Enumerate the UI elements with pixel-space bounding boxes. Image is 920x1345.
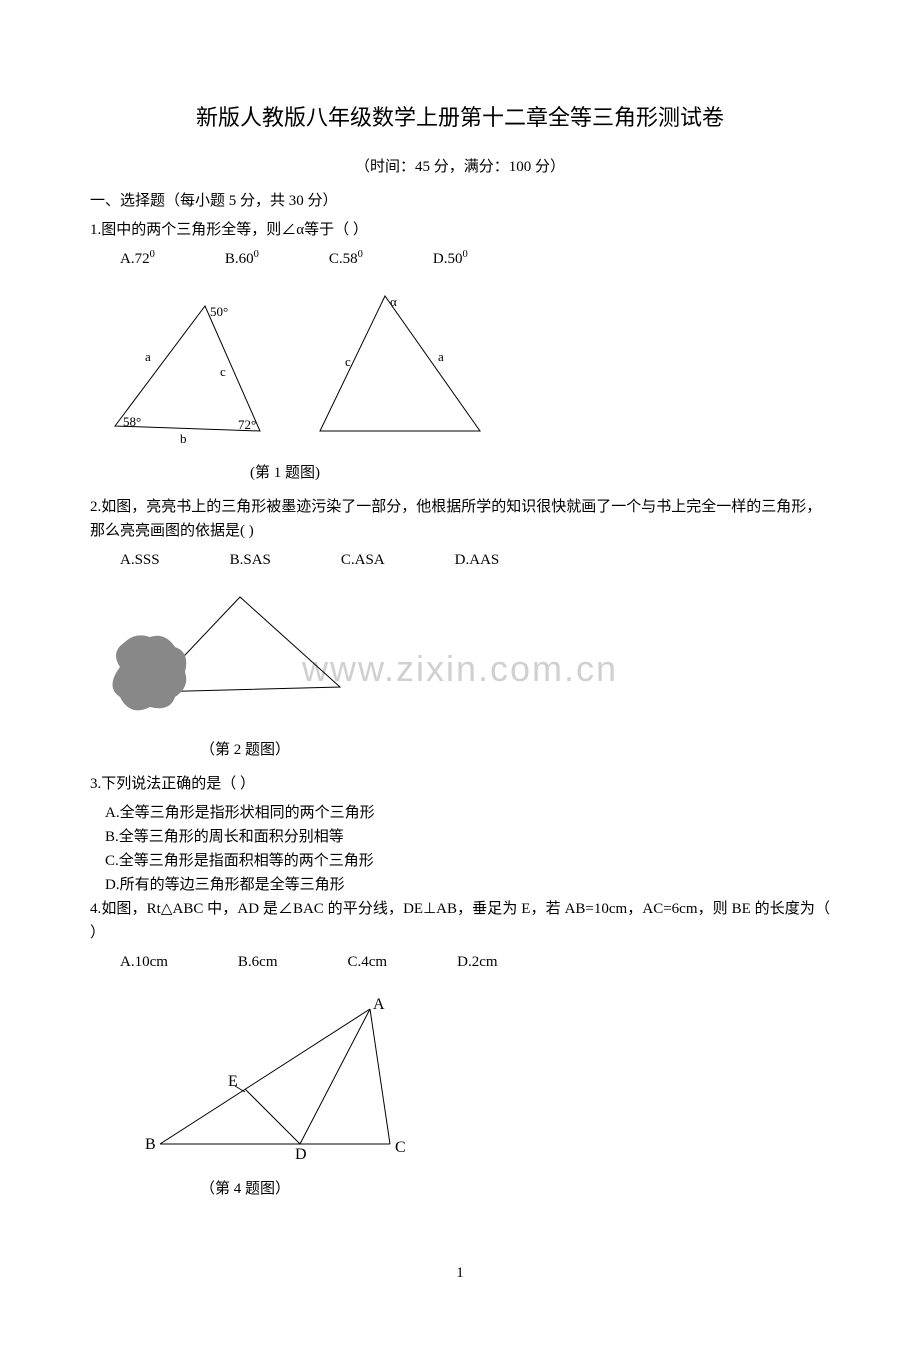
question-1-options: A.720 B.600 C.580 D.500 (90, 247, 830, 271)
svg-text:α: α (390, 294, 397, 309)
svg-text:A: A (373, 996, 385, 1013)
q3-options: A.全等三角形是指形状相同的两个三角形 B.全等三角形的周长和面积分别相等 C.… (90, 801, 830, 897)
q4-opt-c: C.4cm (348, 950, 388, 974)
subtitle: （时间：45 分，满分：100 分） (90, 155, 830, 179)
svg-text:a: a (438, 349, 444, 364)
q3-opt-c: C.全等三角形是指面积相等的两个三角形 (105, 849, 830, 873)
q3-opt-d: D.所有的等边三角形都是全等三角形 (105, 873, 830, 897)
q1-opt-d: D.500 (433, 247, 468, 271)
q2-opt-a: A.SSS (120, 548, 160, 572)
q1-opt-a: A.720 (120, 247, 155, 271)
question-3-text: 3.下列说法正确的是（ ） (90, 772, 830, 796)
q1-caption: (第 1 题图) (90, 461, 830, 485)
q1-triangle-2: α c a (310, 281, 510, 451)
q2-figure (90, 582, 830, 740)
svg-text:C: C (395, 1139, 406, 1156)
q4-opt-a: A.10cm (120, 950, 168, 974)
question-4-text: 4.如图，Rt△ABC 中，AD 是∠BAC 的平分线，DE⊥AB，垂足为 E，… (90, 897, 830, 945)
question-1-text: 1.图中的两个三角形全等，则∠α等于（ ） (90, 218, 830, 242)
svg-text:58°: 58° (123, 414, 141, 429)
svg-text:E: E (228, 1073, 238, 1090)
q4-figure: A B C D E (90, 984, 830, 1172)
svg-text:72°: 72° (238, 417, 256, 432)
svg-text:a: a (145, 349, 151, 364)
q4-opt-b: B.6cm (238, 950, 278, 974)
q1-figure: 50° 58° 72° a c b α c a (90, 281, 830, 451)
svg-text:50°: 50° (210, 304, 228, 319)
question-4-options: A.10cm B.6cm C.4cm D.2cm (90, 950, 830, 974)
page-title: 新版人教版八年级数学上册第十二章全等三角形测试卷 (90, 100, 830, 135)
svg-text:c: c (220, 364, 226, 379)
page-number: 1 (90, 1261, 830, 1285)
q3-opt-b: B.全等三角形的周长和面积分别相等 (105, 825, 830, 849)
q2-opt-d: D.AAS (455, 548, 500, 572)
question-2-text: 2.如图，亮亮书上的三角形被墨迹污染了一部分，他根据所学的知识很快就画了一个与书… (90, 495, 830, 543)
svg-text:c: c (345, 354, 351, 369)
svg-text:B: B (145, 1136, 156, 1153)
section-header-1: 一、选择题（每小题 5 分，共 30 分） (90, 189, 830, 213)
svg-text:b: b (180, 431, 187, 446)
q1-opt-c: C.580 (329, 247, 363, 271)
q4-caption: （第 4 题图） (90, 1177, 830, 1201)
svg-text:D: D (295, 1146, 307, 1163)
q4-opt-d: D.2cm (457, 950, 497, 974)
q2-opt-b: B.SAS (230, 548, 271, 572)
q3-opt-a: A.全等三角形是指形状相同的两个三角形 (105, 801, 830, 825)
q2-opt-c: C.ASA (341, 548, 385, 572)
q2-caption: （第 2 题图） (90, 738, 830, 762)
q1-triangle-1: 50° 58° 72° a c b (90, 281, 290, 451)
question-2-options: A.SSS B.SAS C.ASA D.AAS (90, 548, 830, 572)
q1-opt-b: B.600 (225, 247, 259, 271)
